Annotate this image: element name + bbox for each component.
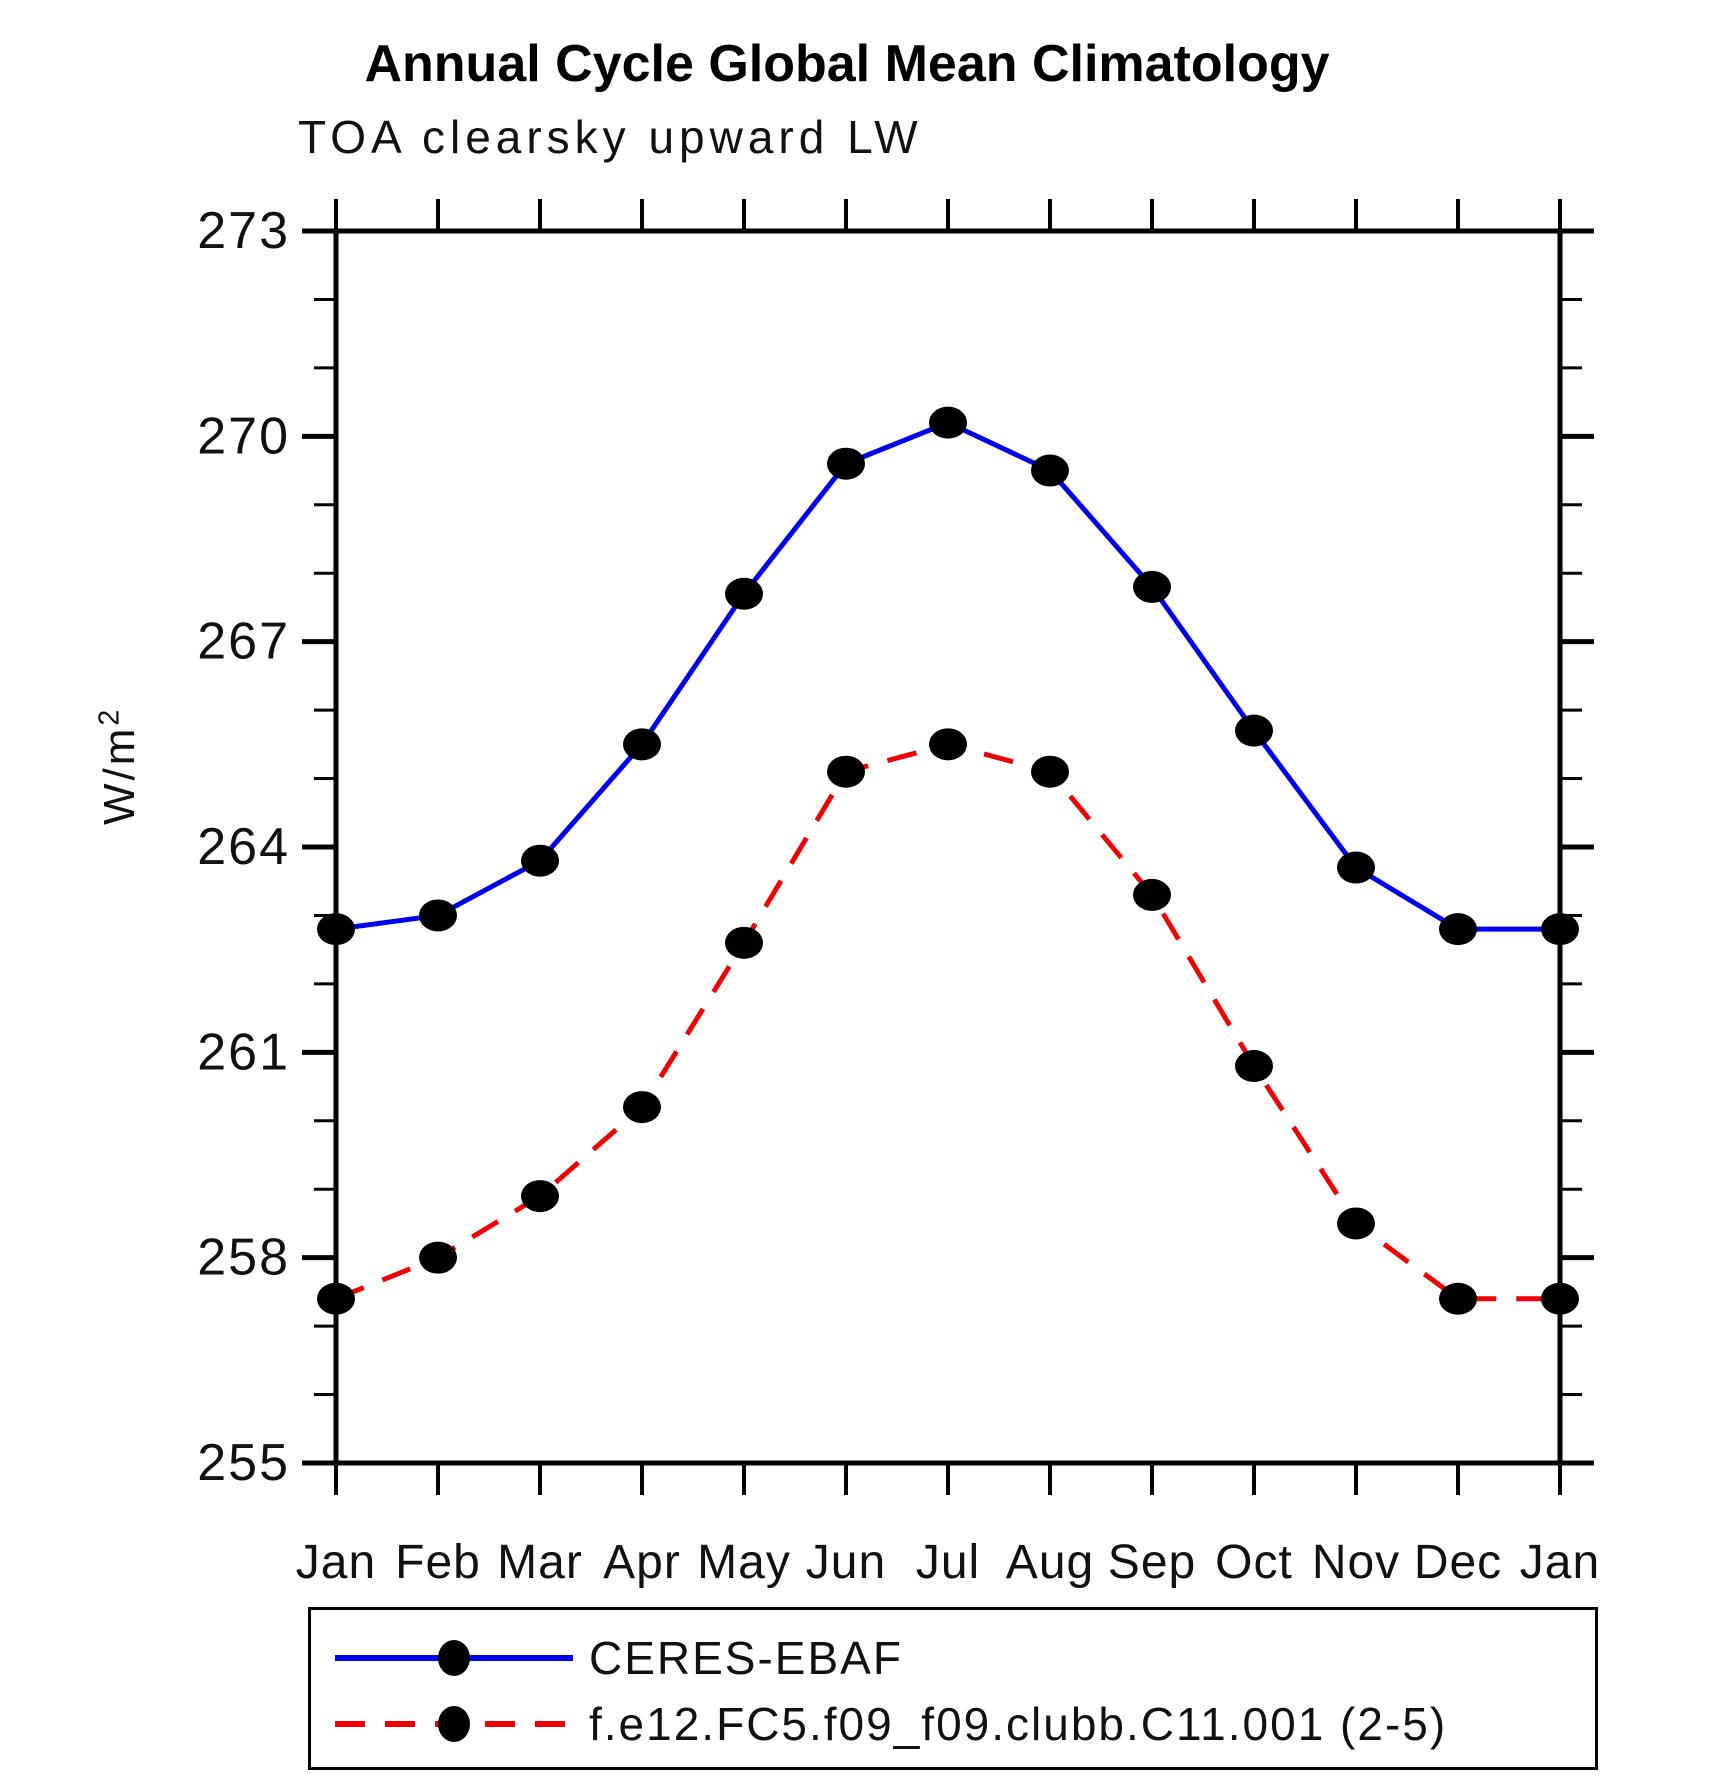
x-tick-label: Dec	[1414, 1536, 1502, 1589]
series-line-0	[335, 420, 1560, 932]
data-point-marker	[521, 844, 559, 877]
data-point-marker	[1031, 755, 1069, 788]
y-tick-label: 261	[197, 1023, 290, 1081]
data-point-marker	[1133, 570, 1171, 603]
chart-subtitle: TOA clearsky upward LW	[298, 111, 923, 163]
y-tick-label: 270	[197, 407, 290, 465]
data-point-marker	[827, 447, 865, 480]
x-tick-label: Jul	[916, 1536, 980, 1589]
x-tick-label: Jan	[296, 1536, 376, 1589]
data-point-marker	[929, 406, 967, 439]
data-point-marker	[317, 1282, 355, 1315]
x-tick-label: Sep	[1108, 1536, 1196, 1589]
x-tick-label: Jun	[806, 1536, 886, 1589]
legend-sample-solid-line-icon	[335, 1640, 573, 1676]
x-tick-label: Feb	[395, 1536, 481, 1589]
x-tick-label: Apr	[603, 1536, 681, 1589]
data-point-marker	[521, 1180, 559, 1213]
y-tick-label: 267	[197, 613, 290, 671]
data-point-marker	[1133, 878, 1171, 911]
legend: CERES-EBAF f.e12.FC5.f09_f09.clubb.C11.0…	[308, 1607, 1598, 1770]
data-point-marker	[419, 899, 457, 932]
data-point-marker	[1541, 1282, 1579, 1315]
data-point-marker	[1337, 851, 1375, 884]
legend-item-model: f.e12.FC5.f09_f09.clubb.C11.001 (2-5)	[329, 1694, 1447, 1754]
y-tick-label: 258	[197, 1229, 290, 1287]
data-point-marker	[1541, 913, 1579, 946]
x-tick-label: Aug	[1006, 1536, 1094, 1589]
y-tick-label: 255	[197, 1434, 290, 1492]
legend-sample-dashed-line-icon	[335, 1706, 573, 1742]
y-tick-label: 273	[197, 202, 290, 260]
data-point-marker	[725, 926, 763, 959]
data-point-marker	[725, 577, 763, 610]
data-point-marker	[1031, 454, 1069, 487]
data-point-marker	[827, 755, 865, 788]
legend-label-ceres: CERES-EBAF	[589, 1632, 903, 1684]
data-point-marker	[419, 1241, 457, 1274]
x-tick-label: Nov	[1312, 1536, 1400, 1589]
chart-title: Annual Cycle Global Mean Climatology	[364, 35, 1330, 93]
data-point-marker	[317, 913, 355, 946]
data-point-marker	[1439, 1282, 1477, 1315]
x-tick-label: Mar	[497, 1536, 583, 1589]
data-point-marker	[623, 728, 661, 761]
x-tick-label: Oct	[1215, 1536, 1293, 1589]
legend-item-ceres: CERES-EBAF	[329, 1628, 903, 1688]
data-point-marker	[1439, 913, 1477, 946]
x-tick-label: Jan	[1520, 1536, 1600, 1589]
data-point-marker	[1337, 1207, 1375, 1240]
data-point-marker	[623, 1091, 661, 1124]
series-line-1	[335, 741, 1560, 1302]
legend-label-model: f.e12.FC5.f09_f09.clubb.C11.001 (2-5)	[589, 1698, 1448, 1750]
y-tick-label: 264	[197, 818, 290, 876]
data-point-marker	[1235, 1050, 1273, 1083]
data-point-marker	[929, 728, 967, 761]
x-tick-label: May	[697, 1536, 791, 1589]
data-point-marker	[1235, 714, 1273, 747]
